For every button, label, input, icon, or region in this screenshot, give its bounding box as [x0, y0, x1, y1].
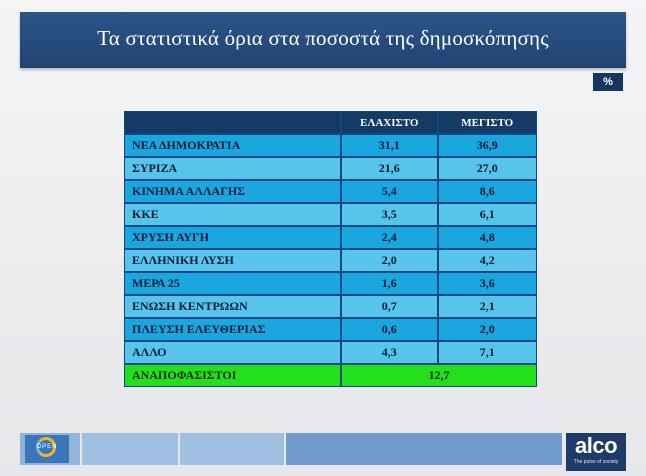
party-name: ΜΕΡΑ 25 [124, 272, 342, 295]
undecided-value: 12,7 [341, 364, 537, 387]
max-value: 6,1 [437, 203, 537, 226]
alco-logo: alco The pulse of society [566, 433, 626, 471]
unit-badge: % [593, 73, 623, 91]
party-name: ΑΛΛΟ [124, 341, 342, 364]
min-value: 1,6 [341, 272, 438, 295]
max-value: 4,2 [437, 249, 537, 272]
max-value: 8,6 [437, 180, 537, 203]
table-row: ΚΚΕ 3,5 6,1 [124, 203, 537, 226]
min-value: 0,6 [341, 318, 438, 341]
table-row: ΝΕΑ ΔΗΜΟΚΡΑΤΙΑ 31,1 36,9 [124, 134, 537, 157]
alco-tagline: The pulse of society [573, 459, 619, 465]
max-value: 2,0 [437, 318, 537, 341]
min-value: 3,5 [341, 203, 438, 226]
table-row: ΑΛΛΟ 4,3 7,1 [124, 341, 537, 364]
min-value: 2,4 [341, 226, 438, 249]
footer-segment [178, 433, 284, 465]
table-row: ΕΛΛΗΝΙΚΗ ΛΥΣΗ 2,0 4,2 [124, 249, 537, 272]
max-value: 4,8 [437, 226, 537, 249]
table-row: ΠΛΕΥΣΗ ΕΛΕΥΘΕΡΙΑΣ 0,6 2,0 [124, 318, 537, 341]
open-ring-icon [36, 437, 56, 457]
table-row: ΚΙΝΗΜΑ ΑΛΛΑΓΗΣ 5,4 8,6 [124, 180, 537, 203]
table-row: ΧΡΥΣΗ ΑΥΓΗ 2,4 4,8 [124, 226, 537, 249]
header-party [124, 111, 342, 134]
party-name: ΚΙΝΗΜΑ ΑΛΛΑΓΗΣ [124, 180, 342, 203]
party-name: ΠΛΕΥΣΗ ΕΛΕΥΘΕΡΙΑΣ [124, 318, 342, 341]
alco-logo-text: alco [574, 433, 618, 458]
undecided-row: ΑΝΑΠΟΦΑΣΙΣΤΟΙ 12,7 [124, 364, 537, 387]
party-name: ΚΚΕ [124, 203, 342, 226]
min-value: 5,4 [341, 180, 438, 203]
party-name: ΝΕΑ ΔΗΜΟΚΡΑΤΙΑ [124, 134, 342, 157]
title-bar: Τα στατιστικά όρια στα ποσοστά της δημοσ… [20, 12, 626, 68]
table-row: ΕΝΩΣΗ ΚΕΝΤΡΩΩΝ 0,7 2,1 [124, 295, 537, 318]
party-name: ΕΝΩΣΗ ΚΕΝΤΡΩΩΝ [124, 295, 342, 318]
max-value: 7,1 [437, 341, 537, 364]
poll-table: ΕΛΑΧΙΣΤΟ ΜΕΓΙΣΤΟ ΝΕΑ ΔΗΜΟΚΡΑΤΙΑ 31,1 36,9 Σ… [124, 111, 537, 387]
header-min: ΕΛΑΧΙΣΤΟ [341, 111, 438, 134]
open-logo-text: OPEN [36, 444, 58, 450]
footer-segment [284, 433, 562, 465]
min-value: 31,1 [341, 134, 438, 157]
party-name: ΧΡΥΣΗ ΑΥΓΗ [124, 226, 342, 249]
footer-segment [80, 433, 178, 465]
header-max: ΜΕΓΙΣΤΟ [437, 111, 537, 134]
table-row: ΣΥΡΙΖΑ 21,6 27,0 [124, 157, 537, 180]
undecided-label: ΑΝΑΠΟΦΑΣΙΣΤΟΙ [124, 364, 342, 387]
max-value: 36,9 [437, 134, 537, 157]
max-value: 2,1 [437, 295, 537, 318]
min-value: 21,6 [341, 157, 438, 180]
min-value: 0,7 [341, 295, 438, 318]
page-title: Τα στατιστικά όρια στα ποσοστά της δημοσ… [97, 26, 549, 50]
min-value: 2,0 [341, 249, 438, 272]
table-row: ΜΕΡΑ 25 1,6 3,6 [124, 272, 537, 295]
open-channel-logo: OPEN [25, 435, 69, 463]
max-value: 27,0 [437, 157, 537, 180]
party-name: ΕΛΛΗΝΙΚΗ ΛΥΣΗ [124, 249, 342, 272]
min-value: 4,3 [341, 341, 438, 364]
party-name: ΣΥΡΙΖΑ [124, 157, 342, 180]
table-header-row: ΕΛΑΧΙΣΤΟ ΜΕΓΙΣΤΟ [124, 111, 537, 134]
max-value: 3,6 [437, 272, 537, 295]
